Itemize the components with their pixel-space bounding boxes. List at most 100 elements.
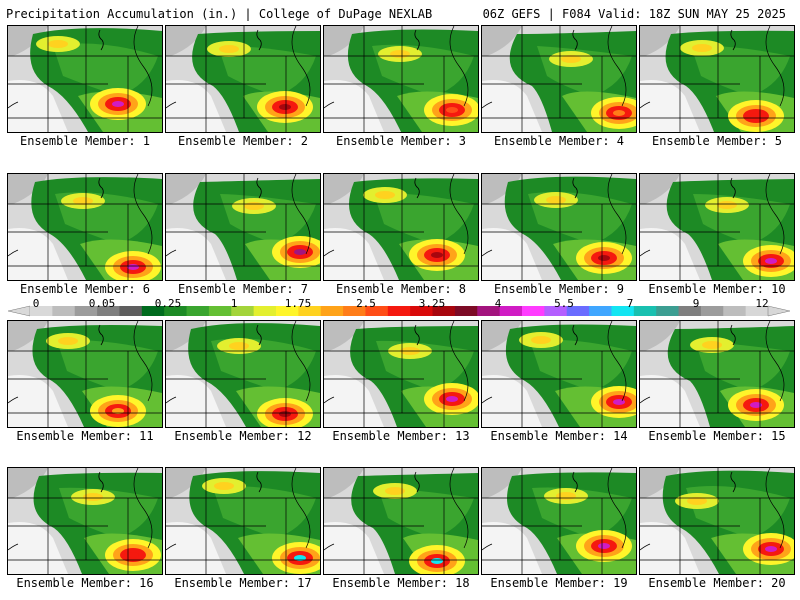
ensemble-member-label: Ensemble Member: 19 xyxy=(490,576,628,590)
colorbar-swatch xyxy=(164,306,188,316)
precip-map-image xyxy=(482,174,636,280)
precip-map-image xyxy=(166,468,320,574)
colorbar-swatch xyxy=(298,306,322,316)
colorbar-swatch xyxy=(499,306,523,316)
precip-map-image xyxy=(640,174,794,280)
colorbar-tick-label: 3.25 xyxy=(418,297,446,310)
colorbar-swatch xyxy=(231,306,255,316)
colorbar-swatch xyxy=(522,306,545,316)
ensemble-member-map xyxy=(7,320,163,428)
colorbar-swatch xyxy=(97,306,120,316)
colorbar-swatch xyxy=(141,306,165,316)
ensemble-member-map xyxy=(639,467,795,575)
precip-map-image xyxy=(8,174,162,280)
colorbar-tick-label: 1.75 xyxy=(284,297,312,310)
ensemble-member-map xyxy=(165,173,321,281)
ensemble-member-map xyxy=(639,25,795,133)
ensemble-member-map xyxy=(481,173,637,281)
colorbar-swatch xyxy=(276,306,299,316)
colorbar-tick-label: 0.25 xyxy=(154,297,182,310)
colorbar-tick-label: 5.5 xyxy=(554,297,574,310)
colorbar-swatch xyxy=(320,306,344,316)
colorbar-swatch xyxy=(253,306,277,316)
colorbar-swatch xyxy=(30,306,53,316)
ensemble-member-label: Ensemble Member: 18 xyxy=(332,576,470,590)
ensemble-member-label: Ensemble Member: 10 xyxy=(648,282,786,296)
colorbar-swatch xyxy=(119,306,143,316)
colorbar-swatch xyxy=(454,306,478,316)
colorbar-swatch xyxy=(74,306,98,316)
ensemble-member-map xyxy=(7,25,163,133)
precip-map-image xyxy=(482,321,636,427)
colorbar-swatch xyxy=(477,306,501,316)
ensemble-member-map xyxy=(323,320,479,428)
ensemble-member-label: Ensemble Member: 7 xyxy=(177,282,309,296)
ensemble-member-label: Ensemble Member: 13 xyxy=(332,429,470,443)
ensemble-member-label: Ensemble Member: 15 xyxy=(648,429,786,443)
ensemble-member-map xyxy=(165,320,321,428)
ensemble-member-map xyxy=(165,467,321,575)
precip-map-image xyxy=(640,468,794,574)
colorbar-swatch xyxy=(186,306,210,316)
precip-map-image xyxy=(482,468,636,574)
precip-map-image xyxy=(8,26,162,132)
ensemble-member-map xyxy=(481,25,637,133)
colorbar-swatch xyxy=(656,306,680,316)
ensemble-member-map xyxy=(639,320,795,428)
precip-map-image xyxy=(482,26,636,132)
colorbar-tick-label: 1 xyxy=(230,297,238,310)
precipitation-colorbar xyxy=(7,305,791,317)
ensemble-member-label: Ensemble Member: 5 xyxy=(651,134,783,148)
ensemble-member-label: Ensemble Member: 11 xyxy=(16,429,154,443)
ensemble-member-label: Ensemble Member: 20 xyxy=(648,576,786,590)
ensemble-member-label: Ensemble Member: 9 xyxy=(493,282,625,296)
colorbar-tick-label: 7 xyxy=(626,297,634,310)
colorbar-swatch xyxy=(633,306,657,316)
map-title: Precipitation Accumulation (in.) | Colle… xyxy=(6,7,433,21)
ensemble-member-map xyxy=(323,467,479,575)
ensemble-member-map xyxy=(323,173,479,281)
colorbar-swatch xyxy=(544,306,568,316)
colorbar-swatch xyxy=(678,306,702,316)
ensemble-member-label: Ensemble Member: 14 xyxy=(490,429,628,443)
colorbar-swatch xyxy=(723,306,747,316)
precip-map-image xyxy=(640,321,794,427)
colorbar-swatch xyxy=(432,306,456,316)
ensemble-member-label: Ensemble Member: 2 xyxy=(177,134,309,148)
colorbar-swatch xyxy=(700,306,724,316)
precip-map-image xyxy=(324,174,478,280)
precip-map-image xyxy=(8,321,162,427)
ensemble-member-label: Ensemble Member: 16 xyxy=(16,576,154,590)
colorbar-tick-label: 12 xyxy=(755,297,769,310)
ensemble-member-map xyxy=(7,467,163,575)
colorbar-swatch xyxy=(387,306,411,316)
precip-map-image xyxy=(166,174,320,280)
precip-map-image xyxy=(640,26,794,132)
colorbar-tick-label: 2.5 xyxy=(356,297,376,310)
colorbar-swatch xyxy=(566,306,590,316)
ensemble-member-label: Ensemble Member: 4 xyxy=(493,134,625,148)
colorbar-swatch xyxy=(611,306,635,316)
precip-map-image xyxy=(166,321,320,427)
colorbar-tick-label: 4 xyxy=(494,297,502,310)
colorbar-tick-label: 0 xyxy=(32,297,40,310)
ensemble-member-map xyxy=(165,25,321,133)
ensemble-member-map xyxy=(481,467,637,575)
colorbar-swatch xyxy=(589,306,612,316)
colorbar-tick-label: 0.05 xyxy=(88,297,116,310)
ensemble-member-map xyxy=(481,320,637,428)
ensemble-member-map xyxy=(323,25,479,133)
ensemble-member-label: Ensemble Member: 3 xyxy=(335,134,467,148)
ensemble-member-map xyxy=(7,173,163,281)
colorbar-swatch xyxy=(365,306,389,316)
precip-map-image xyxy=(8,468,162,574)
ensemble-member-label: Ensemble Member: 6 xyxy=(19,282,151,296)
colorbar-swatch xyxy=(410,306,434,316)
ensemble-member-map xyxy=(639,173,795,281)
colorbar-tick-label: 9 xyxy=(692,297,700,310)
precip-map-image xyxy=(166,26,320,132)
ensemble-member-label: Ensemble Member: 1 xyxy=(19,134,151,148)
precip-map-image xyxy=(324,321,478,427)
precip-map-image xyxy=(324,26,478,132)
model-run-info: 06Z GEFS | F084 Valid: 18Z SUN MAY 25 20… xyxy=(482,7,786,21)
